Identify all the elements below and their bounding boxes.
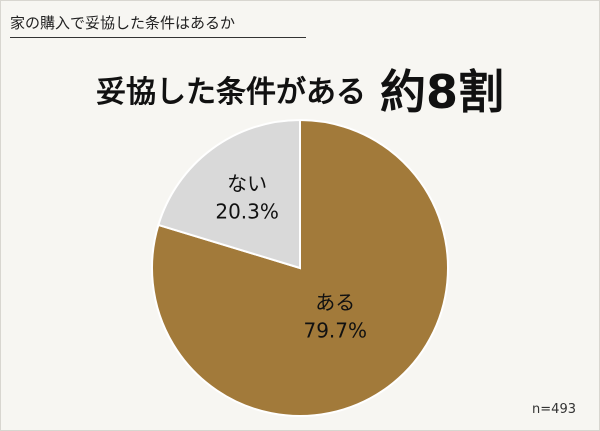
pie-slice-1	[157, 118, 301, 270]
slice-label-1: ない	[227, 172, 267, 196]
slice-value-0: 79.7%	[303, 319, 367, 343]
question-title: 家の購入で妥協した条件はあるか	[10, 12, 306, 38]
headline: 妥協した条件がある 約8割	[0, 56, 600, 122]
slice-value-1: 20.3%	[215, 200, 279, 224]
headline-text: 妥協した条件がある	[95, 75, 366, 110]
sample-size-note: n=493	[532, 402, 576, 417]
headline-highlight: 約8割	[379, 65, 504, 119]
slice-label-0: ある	[315, 291, 355, 315]
